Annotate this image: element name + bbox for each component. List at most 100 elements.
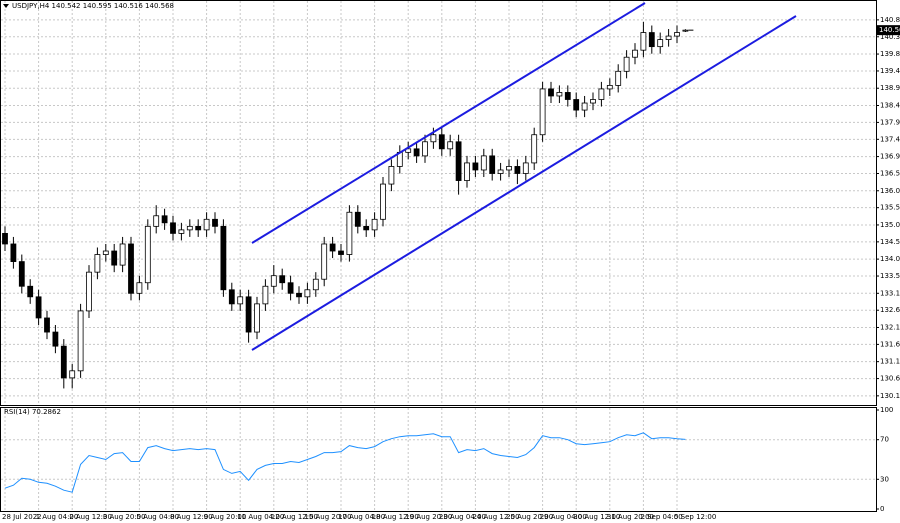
y-tick-label: 140.380 — [880, 33, 900, 41]
candle-body — [186, 225, 193, 231]
candle-body — [430, 134, 437, 143]
candle-body — [388, 166, 395, 185]
candle-body — [514, 166, 521, 174]
candle-body — [144, 225, 151, 284]
y-tick-label: 135.530 — [880, 204, 900, 212]
y-tick-label: 134.070 — [880, 255, 900, 263]
candle-body — [556, 92, 563, 97]
candle-body — [531, 134, 538, 164]
candle-body — [615, 70, 622, 86]
candle-body — [548, 88, 554, 97]
y-tick-label: 138.920 — [880, 84, 900, 92]
candle-body — [682, 29, 689, 32]
y-tick-label: 130.190 — [880, 392, 900, 400]
channel-lower — [251, 15, 797, 351]
candle-body — [405, 148, 412, 153]
candle-body — [472, 162, 479, 171]
y-tick-label: 139.410 — [880, 67, 900, 75]
candle-body — [195, 225, 202, 231]
x-tick-label: 1 Aug 04:00 — [36, 513, 79, 521]
y-tick-label: 137.470 — [880, 135, 900, 143]
rsi-panel — [0, 407, 877, 512]
y-tick-label: 132.620 — [880, 306, 900, 314]
last-price-box — [877, 25, 900, 36]
candle-body — [539, 88, 546, 136]
candle-body — [52, 331, 59, 347]
candle-body — [363, 225, 370, 231]
candle-body — [203, 218, 210, 231]
candle-body — [170, 222, 176, 234]
chart-title: USDJPY,H4 140.542 140.595 140.516 140.56… — [12, 2, 174, 10]
candle-body — [69, 370, 76, 379]
candle-body — [413, 148, 420, 157]
x-tick-label: 9 Aug 20:00 — [204, 513, 247, 521]
rsi-line — [4, 432, 686, 493]
candle-body — [581, 102, 588, 111]
candle-body — [338, 250, 344, 255]
candle-body — [346, 211, 353, 255]
candle-body — [60, 345, 67, 379]
candle-body — [640, 32, 647, 51]
candle-body — [489, 155, 496, 174]
x-tick-label: 2 Aug 12:00 — [69, 513, 112, 521]
candle-body — [506, 166, 512, 171]
candle-body — [590, 99, 596, 104]
candle-body — [270, 275, 277, 287]
candle-body — [464, 162, 470, 181]
y-tick-label: 131.650 — [880, 340, 900, 348]
candle-body — [321, 243, 328, 280]
channel-upper — [251, 2, 646, 244]
y-tick-label: 131.160 — [880, 358, 900, 366]
y-tick-label: 133.100 — [880, 289, 900, 297]
candle-body — [312, 278, 319, 291]
menu-icon[interactable] — [3, 4, 9, 8]
x-tick-label: 31 Aug 20:00 — [607, 513, 654, 521]
candle-body — [371, 218, 378, 231]
candle-body — [623, 56, 630, 72]
candle-body — [128, 243, 134, 294]
candle-body — [2, 232, 8, 245]
candle-body — [10, 243, 17, 262]
marks — [2, 21, 694, 493]
candle-body — [153, 215, 160, 227]
candle-body — [438, 134, 445, 150]
candle-body — [354, 211, 361, 227]
candle-body — [254, 303, 260, 333]
rsi-title: RSI(14) 70.2862 — [4, 408, 61, 416]
candle-body — [606, 85, 613, 90]
candle-body — [35, 296, 42, 319]
x-tick-label: 12 Aug 12:00 — [271, 513, 318, 521]
candle-body — [522, 162, 529, 174]
x-tick-label: 24 Aug 12:00 — [472, 513, 519, 521]
y-tick-label: 132.130 — [880, 323, 900, 331]
grid — [1, 1, 879, 511]
candle-body — [573, 99, 580, 111]
y-tick-label: 70 — [880, 436, 889, 444]
main-panel — [0, 0, 877, 406]
candle-body — [296, 292, 302, 298]
candle-body — [245, 296, 252, 333]
candle-body — [648, 32, 655, 48]
candle-body — [178, 229, 185, 234]
x-tick-label: 30 Aug 12:00 — [573, 513, 620, 521]
candle-body — [86, 271, 92, 312]
candle-body — [497, 169, 504, 174]
candle-body — [447, 141, 454, 150]
candle-body — [657, 39, 664, 48]
y-tick-label: 134.560 — [880, 238, 900, 246]
x-tick-label: 19 Aug 20:00 — [405, 513, 452, 521]
candle-body — [237, 296, 244, 305]
y-tick-label: 136.500 — [880, 169, 900, 177]
candle-body — [212, 218, 218, 227]
candle-body — [94, 254, 101, 273]
y-tick-label: 136.010 — [880, 187, 900, 195]
y-tick-label: 0 — [880, 505, 884, 513]
y-tick-label: 137.950 — [880, 118, 900, 126]
candle-body — [674, 32, 680, 37]
x-tick-label: 17 Aug 04:00 — [338, 513, 385, 521]
y-tick-label: 136.980 — [880, 153, 900, 161]
x-tick-label: 29 Aug 04:00 — [540, 513, 587, 521]
candle-body — [161, 215, 168, 224]
